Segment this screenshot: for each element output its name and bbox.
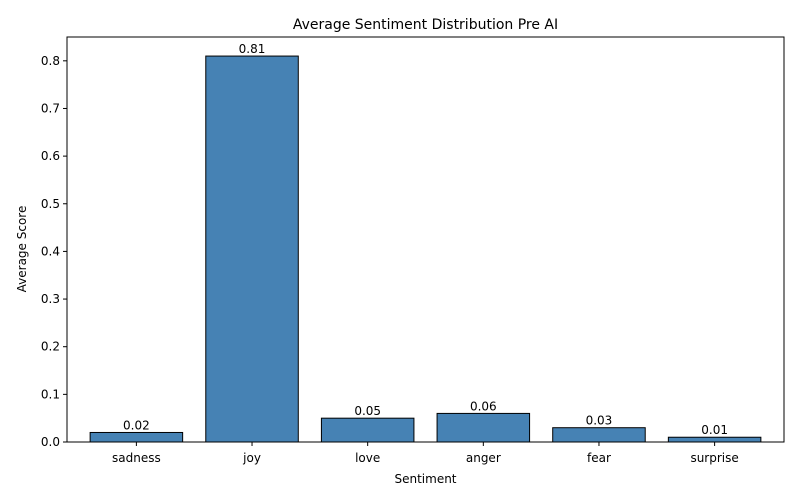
y-tick-label: 0.0 <box>41 435 60 449</box>
y-tick-label: 0.4 <box>41 244 60 258</box>
y-tick-label: 0.7 <box>41 101 60 115</box>
bar-anger <box>436 412 531 443</box>
x-tick-label-love: love <box>355 451 380 465</box>
chart-title: Average Sentiment Distribution Pre AI <box>293 17 558 33</box>
y-tick-label: 0.3 <box>41 292 60 306</box>
y-tick-label: 0.8 <box>41 54 60 68</box>
plot-area: 0.02 0.81 0.05 0.06 0.03 0.01 0.0 0.1 0.2 0.3 0.4 0… <box>41 36 785 465</box>
data-label-surprise: 0.01 <box>701 423 728 437</box>
bar-fear <box>552 427 646 443</box>
x-tick-label-fear: fear <box>587 451 611 465</box>
x-axis-label: Sentiment <box>394 472 456 486</box>
data-label-joy: 0.81 <box>239 42 266 56</box>
y-axis-label: Average Score <box>15 206 29 293</box>
x-tick-label-anger: anger <box>466 451 501 465</box>
data-label-love: 0.05 <box>354 404 381 418</box>
bar-surprise <box>667 436 762 443</box>
y-tick-label: 0.5 <box>41 197 60 211</box>
y-tick-label: 0.6 <box>41 149 60 163</box>
data-label-anger: 0.06 <box>470 399 497 413</box>
y-tick-label: 0.1 <box>41 387 60 401</box>
bar-love <box>320 417 415 443</box>
axes-frame <box>66 36 785 443</box>
bar-joy <box>205 55 299 443</box>
x-tick-label-joy: joy <box>242 451 261 465</box>
x-tick-label-surprise: surprise <box>690 451 738 465</box>
y-tick-label: 0.2 <box>41 340 60 354</box>
data-label-sadness: 0.02 <box>123 418 150 432</box>
x-tick-label-sadness: sadness <box>112 451 161 465</box>
data-label-fear: 0.03 <box>586 414 613 428</box>
bar-sadness <box>89 431 184 443</box>
